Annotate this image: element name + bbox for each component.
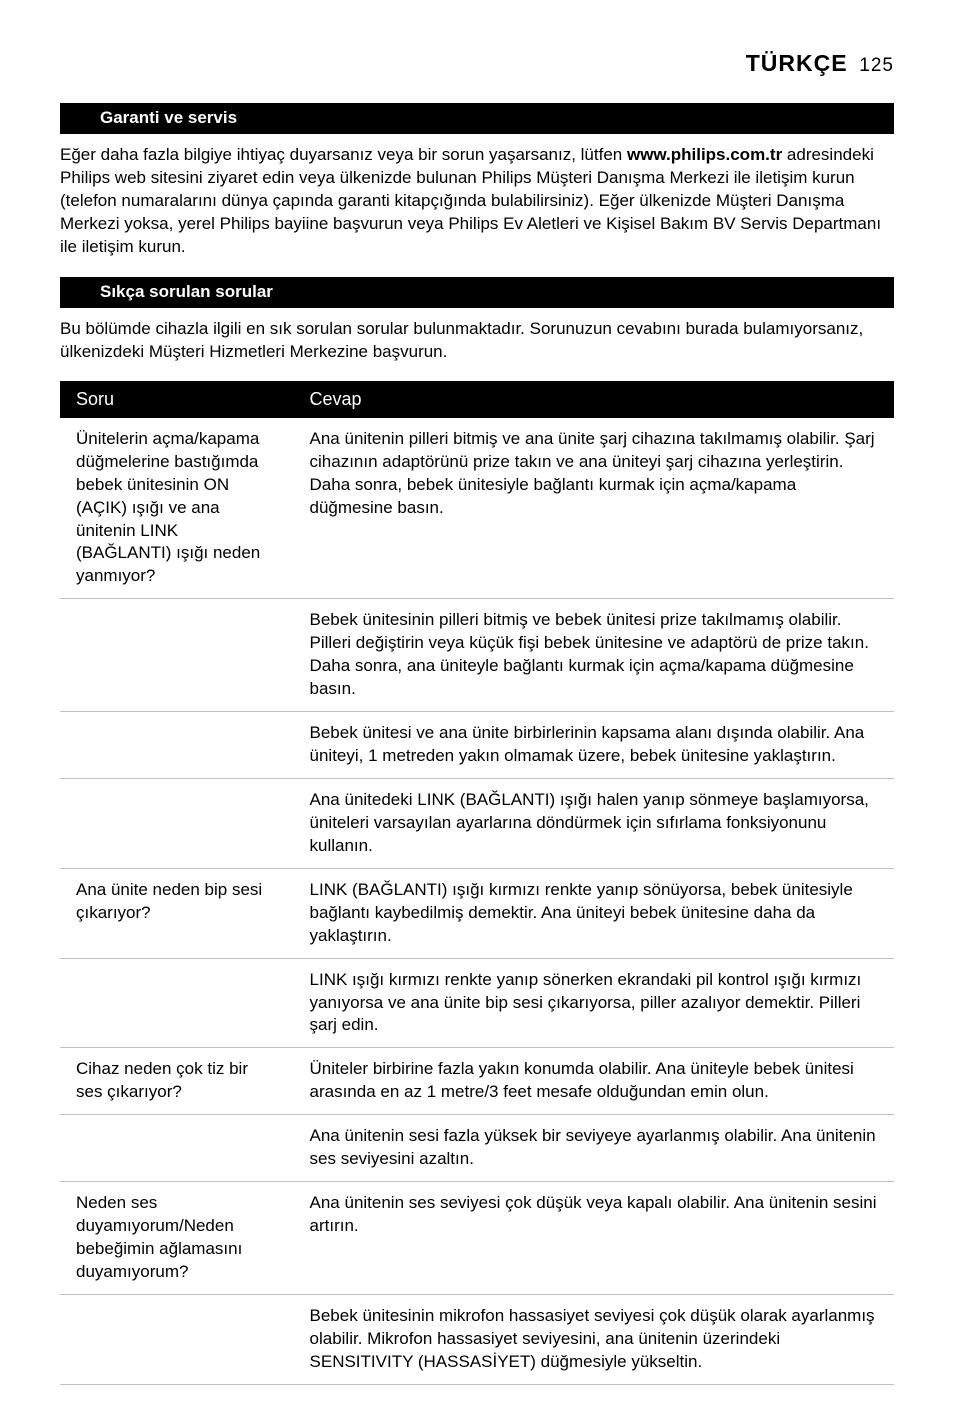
section-title-warranty: Garanti ve servis bbox=[60, 103, 894, 134]
answer-cell: Ana ünitenin ses seviyesi çok düşük veya… bbox=[294, 1182, 894, 1295]
question-cell: Ana ünite neden bip sesi çıkarıyor? bbox=[60, 868, 294, 958]
question-cell bbox=[60, 599, 294, 712]
table-row: LINK ışığı kırmızı renkte yanıp sönerken… bbox=[60, 958, 894, 1048]
answer-cell: Ana ünitenin pilleri bitmiş ve ana ünite… bbox=[294, 418, 894, 599]
question-cell bbox=[60, 1294, 294, 1384]
warranty-text-pre: Eğer daha fazla bilgiye ihtiyaç duyarsan… bbox=[60, 145, 627, 164]
table-row: Cihaz neden çok tiz bir ses çıkarıyor? Ü… bbox=[60, 1048, 894, 1115]
table-row: Ünitelerin açma/kapama düğmelerine bastı… bbox=[60, 418, 894, 599]
answer-cell: Bebek ünitesinin mikrofon hassasiyet sev… bbox=[294, 1294, 894, 1384]
table-row: Neden ses duyamıyorum/Neden bebeğimin ağ… bbox=[60, 1182, 894, 1295]
answer-cell: LINK (BAĞLANTI) ışığı kırmızı renkte yan… bbox=[294, 868, 894, 958]
question-cell bbox=[60, 778, 294, 868]
table-row: Ana ünite neden bip sesi çıkarıyor? LINK… bbox=[60, 868, 894, 958]
table-row: Bebek ünitesinin mikrofon hassasiyet sev… bbox=[60, 1294, 894, 1384]
answer-cell: Bebek ünitesinin pilleri bitmiş ve bebek… bbox=[294, 599, 894, 712]
warranty-paragraph: Eğer daha fazla bilgiye ihtiyaç duyarsan… bbox=[60, 144, 894, 259]
question-cell: Ünitelerin açma/kapama düğmelerine bastı… bbox=[60, 418, 294, 599]
question-cell bbox=[60, 1115, 294, 1182]
table-row: Bebek ünitesi ve ana ünite birbirlerinin… bbox=[60, 712, 894, 779]
col-header-answer: Cevap bbox=[294, 381, 894, 417]
answer-cell: Ana ünitenin sesi fazla yüksek bir seviy… bbox=[294, 1115, 894, 1182]
answer-cell: Bebek ünitesi ve ana ünite birbirlerinin… bbox=[294, 712, 894, 779]
answer-cell: LINK ışığı kırmızı renkte yanıp sönerken… bbox=[294, 958, 894, 1048]
question-cell bbox=[60, 958, 294, 1048]
question-cell bbox=[60, 712, 294, 779]
table-row: Ana ünitedeki LINK (BAĞLANTI) ışığı hale… bbox=[60, 778, 894, 868]
question-cell: Neden ses duyamıyorum/Neden bebeğimin ağ… bbox=[60, 1182, 294, 1295]
lang-label: TÜRKÇE bbox=[746, 50, 848, 76]
page-header: TÜRKÇE 125 bbox=[60, 48, 894, 79]
page-number: 125 bbox=[859, 55, 894, 76]
answer-cell: Ana ünitedeki LINK (BAĞLANTI) ışığı hale… bbox=[294, 778, 894, 868]
answer-cell: Üniteler birbirine fazla yakın konumda o… bbox=[294, 1048, 894, 1115]
faq-intro: Bu bölümde cihazla ilgili en sık sorulan… bbox=[60, 318, 894, 364]
section-title-faq: Sıkça sorulan sorular bbox=[60, 277, 894, 308]
table-row: Ana ünitenin sesi fazla yüksek bir seviy… bbox=[60, 1115, 894, 1182]
col-header-question: Soru bbox=[60, 381, 294, 417]
warranty-url: www.philips.com.tr bbox=[627, 145, 782, 164]
table-row: Bebek ünitesinin pilleri bitmiş ve bebek… bbox=[60, 599, 894, 712]
faq-table: Soru Cevap Ünitelerin açma/kapama düğmel… bbox=[60, 381, 894, 1384]
question-cell: Cihaz neden çok tiz bir ses çıkarıyor? bbox=[60, 1048, 294, 1115]
